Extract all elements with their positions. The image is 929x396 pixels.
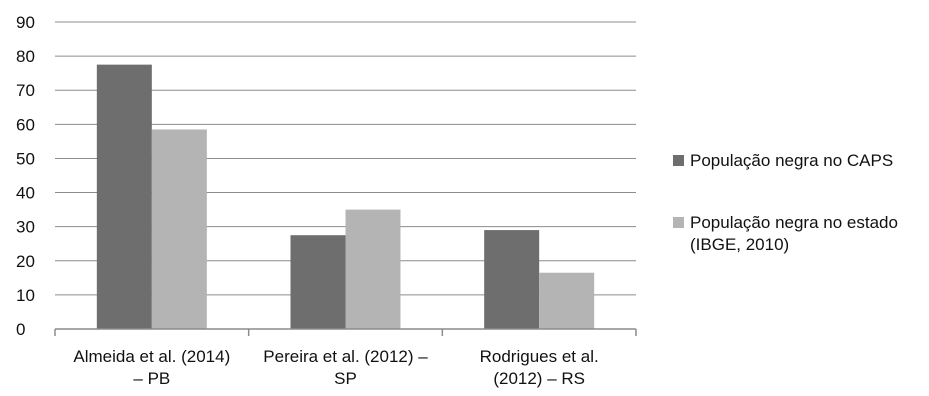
legend-label-estado: População negra no estado (IBGE, 2010)	[690, 213, 898, 254]
legend-swatch-estado	[673, 217, 684, 228]
legend-item-caps: População negra no CAPS	[673, 150, 923, 172]
y-tick-label-0: 0	[16, 320, 25, 339]
bar-series1-cat1	[345, 209, 401, 329]
y-tick-label-50: 50	[16, 149, 35, 168]
legend-label-caps: População negra no CAPS	[690, 151, 894, 170]
y-tick-label-10: 10	[16, 286, 35, 305]
y-tick-label-80: 80	[16, 47, 35, 66]
y-tick-label-20: 20	[16, 252, 35, 271]
legend-swatch-caps	[673, 155, 684, 166]
x-axis	[54, 328, 637, 336]
bars	[96, 64, 595, 329]
x-axis-category-labels: Almeida et al. (2014) – PB Pereira et al. …	[73, 347, 598, 388]
y-tick-label-40: 40	[16, 184, 35, 203]
bar-series0-cat1	[290, 235, 346, 329]
y-tick-label-30: 30	[16, 218, 35, 237]
y-axis-tick-labels: 0 10 20 30 40 50 60 70 80 90	[16, 13, 35, 339]
bar-series1-cat0	[151, 129, 207, 329]
bar-series0-cat0	[96, 64, 152, 329]
bar-chart: 0 10 20 30 40 50 60 70 80 90 Almeida et al. (2014…	[16, 13, 637, 388]
x-category-label-0: Almeida et al. (2014) – PB	[73, 347, 230, 388]
bar-series1-cat2	[539, 272, 595, 329]
legend: População negra no CAPS População negra …	[673, 150, 923, 296]
x-category-label-2: Rodrigues et al. (2012) – RS	[480, 347, 599, 388]
y-tick-label-60: 60	[16, 115, 35, 134]
bar-series0-cat2	[484, 230, 540, 329]
y-tick-label-90: 90	[16, 13, 35, 32]
x-category-label-1: Pereira et al. (2012) – SP	[263, 347, 428, 388]
legend-item-estado: População negra no estado (IBGE, 2010)	[673, 212, 923, 256]
y-tick-label-70: 70	[16, 81, 35, 100]
